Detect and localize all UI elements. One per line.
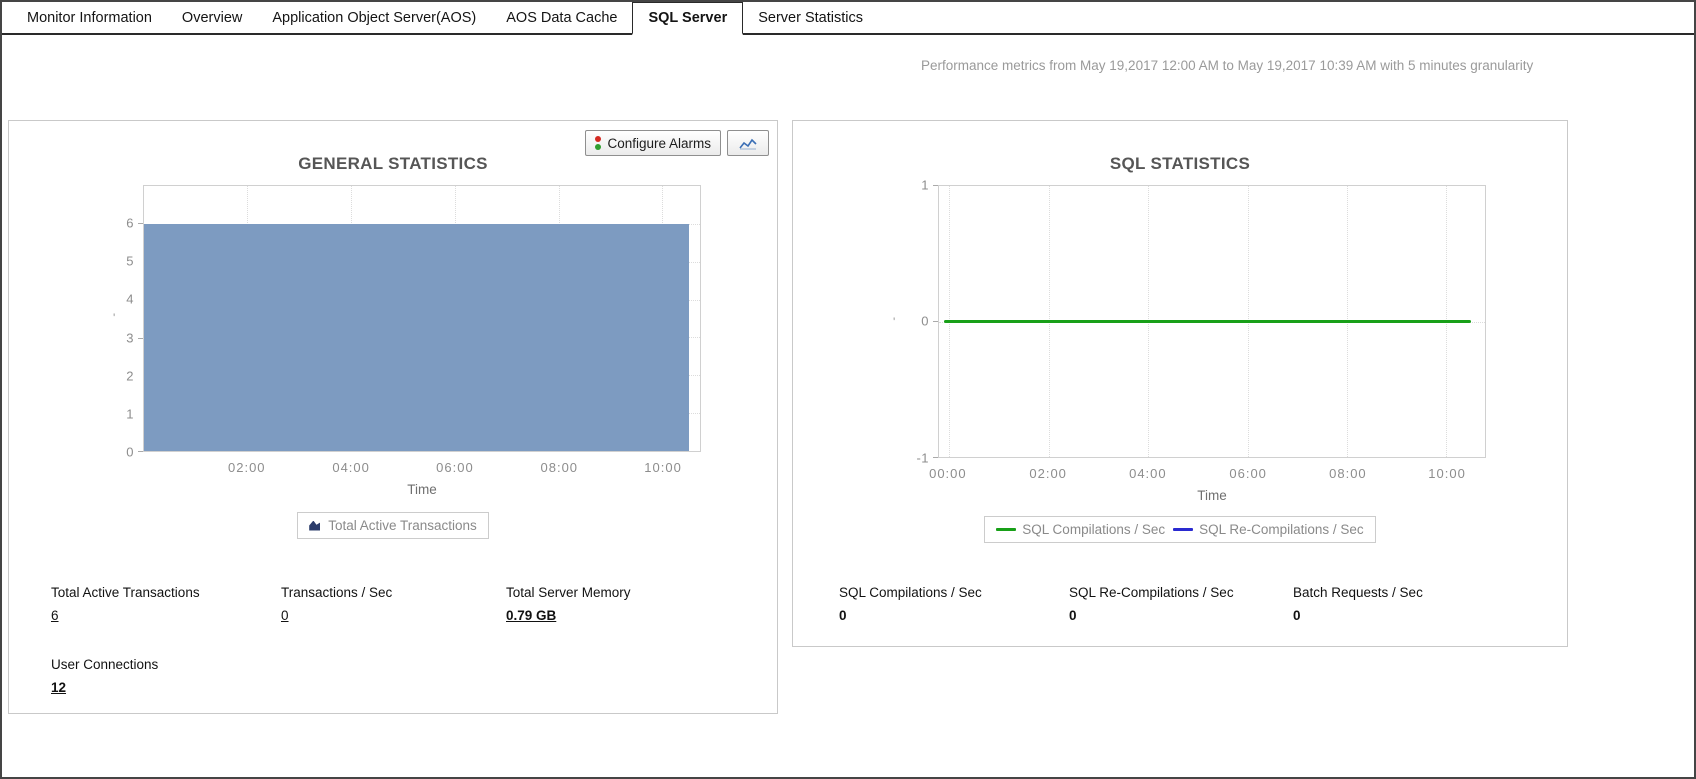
sql-statistics-title: SQL STATISTICS (1109, 154, 1251, 173)
y-axis: 1 0 -1 (892, 178, 938, 466)
stat-sql-compilations-per-sec: SQL Compilations / Sec 0 (839, 585, 982, 623)
legend-item: SQL Re-Compilations / Sec (1173, 522, 1364, 537)
tab-bar: Monitor Information Overview Application… (2, 2, 1694, 35)
x-tick-label: 08:00 (1329, 466, 1367, 481)
red-dot-icon (595, 136, 602, 142)
x-tick-label: 00:00 (929, 466, 967, 481)
tick-mark (933, 185, 938, 186)
line-chart-icon (739, 138, 757, 149)
stat-label: Total Server Memory (506, 585, 631, 600)
configure-alarms-label: Configure Alarms (607, 135, 711, 151)
tick-mark (933, 321, 938, 322)
configure-alarms-button[interactable]: Configure Alarms (585, 130, 721, 156)
stat-value: 0 (1069, 608, 1077, 623)
tick-mark (138, 338, 143, 339)
y-axis-unit-mark: ' (113, 311, 116, 325)
general-statistics-panel: Configure Alarms GENERAL STATISTICS ' 6 … (8, 120, 778, 714)
legend-item: SQL Compilations / Sec (996, 522, 1165, 537)
y-tick-label: 0 (126, 444, 134, 460)
chart-view-button[interactable] (727, 130, 769, 156)
stat-transactions-per-sec: Transactions / Sec 0 (281, 585, 392, 623)
area-series-marker-icon (309, 520, 321, 531)
y-tick-label: 1 (921, 177, 929, 193)
y-tick-label: 1 (126, 406, 134, 422)
legend-label: SQL Compilations / Sec (1022, 522, 1166, 537)
y-tick-label: 2 (126, 368, 134, 384)
x-tick-label: 04:00 (332, 460, 370, 475)
x-tick-label: 02:00 (228, 460, 266, 475)
x-axis-title: Time (407, 482, 437, 497)
y-tick-label: 0 (921, 313, 929, 329)
x-tick-label: 08:00 (540, 460, 579, 475)
x-axis: 00:00 02:00 04:00 06:00 08:00 10:00 (929, 466, 1486, 482)
tab-application-object-server[interactable]: Application Object Server(AOS) (272, 10, 477, 26)
y-axis-unit-mark: ' (893, 315, 896, 329)
y-tick-label: 6 (126, 215, 134, 231)
x-tick-label: 06:00 (436, 460, 474, 475)
x-tick-label: 04:00 (1129, 466, 1167, 481)
sql-statistics-plot (938, 185, 1486, 458)
stat-user-connections: User Connections 12 (51, 657, 158, 695)
stat-value: 0 (839, 608, 847, 623)
gridline (144, 223, 700, 225)
stat-label: Total Active Transactions (51, 585, 200, 600)
area-series-total-active-transactions (144, 224, 689, 451)
blue-line-marker-icon (1173, 528, 1194, 531)
tick-mark (138, 223, 143, 224)
stat-label: SQL Compilations / Sec (839, 585, 982, 600)
stat-value-link[interactable]: 0 (281, 608, 289, 623)
x-axis: 02:00 04:00 06:00 08:00 10:00 (143, 460, 701, 476)
stat-total-active-transactions: Total Active Transactions 6 (51, 585, 200, 623)
green-line-marker-icon (996, 528, 1017, 531)
green-dot-icon (595, 144, 602, 150)
traffic-light-icon (595, 136, 602, 150)
x-tick-label: 06:00 (1229, 466, 1267, 481)
tab-overview[interactable]: Overview (181, 10, 243, 26)
tick-mark (933, 457, 938, 458)
x-tick-label: 10:00 (1428, 466, 1466, 481)
stat-batch-requests-per-sec: Batch Requests / Sec 0 (1293, 585, 1423, 623)
stat-value-link[interactable]: 0.79 GB (506, 608, 557, 623)
x-axis-title: Time (1197, 488, 1227, 503)
y-tick-label: 5 (126, 253, 134, 269)
y-axis: 6 5 4 3 2 1 0 (105, 185, 143, 460)
tick-mark (138, 451, 143, 452)
sql-statistics-panel: SQL STATISTICS ' 1 0 -1 00:00 02:00 04:0 (792, 120, 1568, 647)
general-statistics-plot (143, 185, 701, 452)
tab-server-statistics[interactable]: Server Statistics (758, 10, 863, 26)
x-tick-label: 10:00 (644, 460, 682, 475)
stat-label: Transactions / Sec (281, 585, 393, 600)
stat-value-link[interactable]: 6 (51, 608, 59, 623)
stat-value: 0 (1293, 608, 1301, 623)
legend-box: Total Active Transactions (297, 512, 489, 539)
general-statistics-title: GENERAL STATISTICS (298, 154, 488, 173)
stat-total-server-memory: Total Server Memory 0.79 GB (506, 585, 631, 623)
legend: SQL Compilations / Sec SQL Re-Compilatio… (793, 516, 1567, 543)
line-series-sql-compilations (944, 320, 1472, 323)
stat-sql-re-compilations-per-sec: SQL Re-Compilations / Sec 0 (1069, 585, 1234, 623)
legend-label: Total Active Transactions (328, 518, 477, 533)
tab-sql-server[interactable]: SQL Server (632, 2, 744, 35)
stat-label: Batch Requests / Sec (1293, 585, 1423, 600)
legend-box: SQL Compilations / Sec SQL Re-Compilatio… (984, 516, 1376, 543)
stat-value-link[interactable]: 12 (51, 680, 67, 695)
performance-note: Performance metrics from May 19,2017 12:… (921, 58, 1534, 73)
stat-label: User Connections (51, 657, 159, 672)
legend-label: SQL Re-Compilations / Sec (1199, 522, 1364, 537)
tab-monitor-information[interactable]: Monitor Information (27, 10, 152, 26)
stat-label: SQL Re-Compilations / Sec (1069, 585, 1234, 600)
x-tick-label: 02:00 (1029, 466, 1067, 481)
legend: Total Active Transactions (9, 512, 777, 539)
panel-actions: Configure Alarms (585, 130, 769, 156)
y-tick-label: -1 (916, 450, 929, 466)
y-tick-label: 3 (126, 330, 134, 346)
tab-aos-data-cache[interactable]: AOS Data Cache (506, 10, 618, 26)
y-tick-label: 4 (126, 291, 134, 307)
